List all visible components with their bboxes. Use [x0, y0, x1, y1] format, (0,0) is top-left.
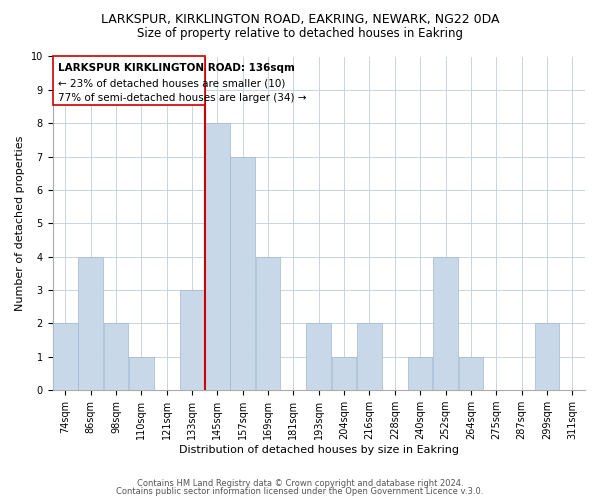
Bar [256, 256, 280, 390]
Text: 77% of semi-detached houses are larger (34) →: 77% of semi-detached houses are larger (… [58, 93, 306, 103]
Y-axis label: Number of detached properties: Number of detached properties [15, 136, 25, 311]
Bar [307, 324, 331, 390]
X-axis label: Distribution of detached houses by size in Eakring: Distribution of detached houses by size … [179, 445, 459, 455]
Bar [129, 357, 154, 390]
Bar [53, 324, 77, 390]
Text: ← 23% of detached houses are smaller (10): ← 23% of detached houses are smaller (10… [58, 78, 285, 88]
FancyBboxPatch shape [53, 56, 205, 105]
Text: Size of property relative to detached houses in Eakring: Size of property relative to detached ho… [137, 28, 463, 40]
Bar [104, 324, 128, 390]
Bar [433, 256, 458, 390]
Bar [332, 357, 356, 390]
Bar [458, 357, 483, 390]
Text: LARKSPUR, KIRKLINGTON ROAD, EAKRING, NEWARK, NG22 0DA: LARKSPUR, KIRKLINGTON ROAD, EAKRING, NEW… [101, 12, 499, 26]
Text: LARKSPUR KIRKLINGTON ROAD: 136sqm: LARKSPUR KIRKLINGTON ROAD: 136sqm [58, 62, 295, 72]
Bar [78, 256, 103, 390]
Text: Contains HM Land Registry data © Crown copyright and database right 2024.: Contains HM Land Registry data © Crown c… [137, 478, 463, 488]
Bar [230, 156, 255, 390]
Bar [179, 290, 204, 390]
Bar [535, 324, 559, 390]
Bar [357, 324, 382, 390]
Text: Contains public sector information licensed under the Open Government Licence v.: Contains public sector information licen… [116, 487, 484, 496]
Bar [205, 123, 230, 390]
Bar [408, 357, 433, 390]
